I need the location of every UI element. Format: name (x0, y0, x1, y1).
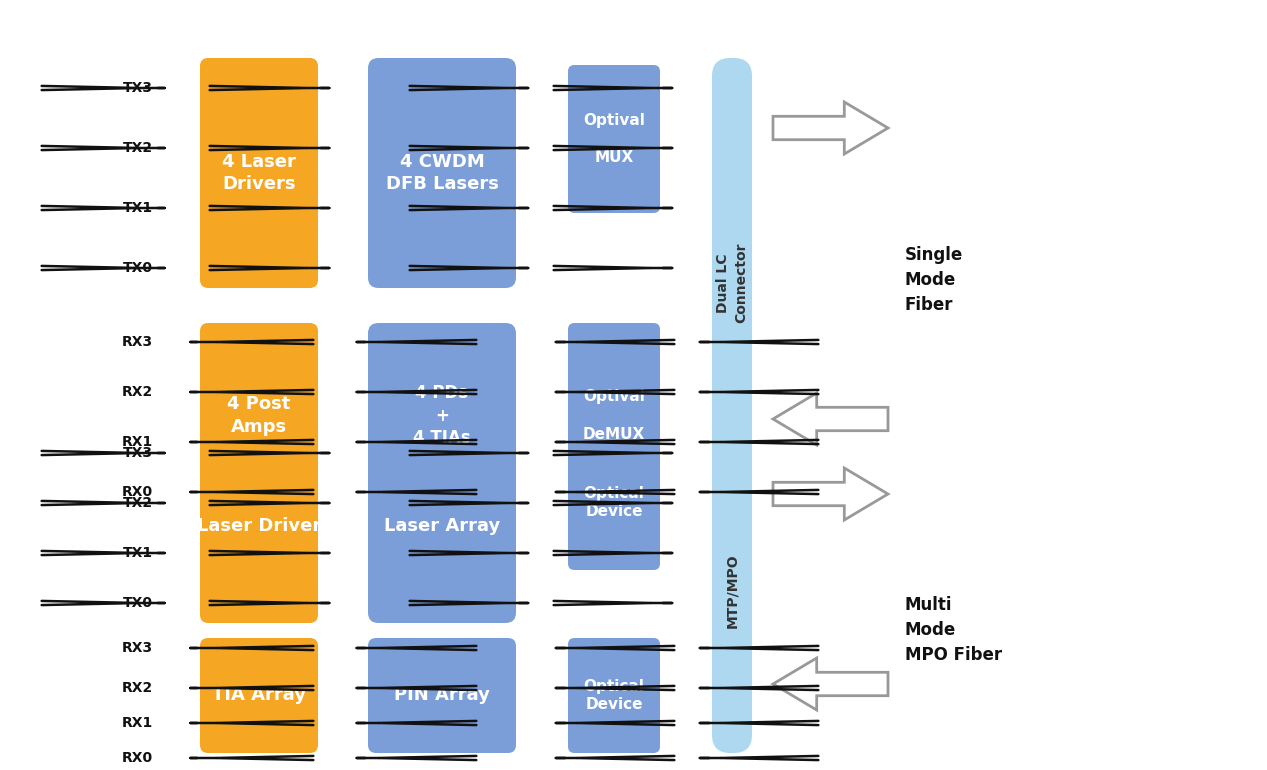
Text: TX0: TX0 (123, 261, 153, 275)
FancyBboxPatch shape (200, 323, 318, 508)
Text: TX1: TX1 (123, 546, 153, 560)
Text: Multi
Mode
MPO Fiber: Multi Mode MPO Fiber (905, 596, 1002, 664)
FancyBboxPatch shape (712, 58, 753, 508)
Text: MTP/MPO: MTP/MPO (725, 553, 739, 628)
FancyBboxPatch shape (568, 638, 660, 753)
FancyBboxPatch shape (568, 323, 660, 508)
FancyBboxPatch shape (568, 65, 660, 213)
Text: 4 CWDM
DFB Lasers: 4 CWDM DFB Lasers (385, 153, 498, 193)
Polygon shape (773, 658, 888, 710)
Text: TX2: TX2 (123, 141, 153, 155)
FancyBboxPatch shape (367, 58, 516, 288)
FancyBboxPatch shape (712, 428, 753, 753)
Text: Optival

MUX: Optival MUX (583, 113, 645, 165)
Text: Dual LC
Connector: Dual LC Connector (716, 243, 749, 323)
Text: Laser Array: Laser Array (384, 517, 500, 534)
Text: 4 PDs
+
4 TIAs: 4 PDs + 4 TIAs (413, 384, 471, 447)
Text: Laser Driver: Laser Driver (196, 517, 321, 534)
Text: Optical
Device: Optical Device (584, 678, 645, 712)
FancyBboxPatch shape (200, 428, 318, 623)
FancyBboxPatch shape (367, 638, 516, 753)
Polygon shape (773, 393, 888, 445)
Polygon shape (773, 102, 888, 154)
Text: Single
Mode
Fiber: Single Mode Fiber (905, 246, 963, 314)
Text: RX0: RX0 (122, 751, 153, 765)
Text: TX3: TX3 (123, 446, 153, 460)
Text: 4 Laser
Drivers: 4 Laser Drivers (222, 153, 296, 193)
Text: Optical
Device: Optical Device (584, 486, 645, 519)
Text: RX3: RX3 (122, 641, 153, 655)
Text: RX1: RX1 (122, 435, 153, 449)
Text: TX3: TX3 (123, 81, 153, 95)
Polygon shape (773, 468, 888, 520)
Text: TX2: TX2 (123, 496, 153, 510)
Text: TX0: TX0 (123, 596, 153, 610)
Text: TX1: TX1 (123, 201, 153, 215)
Text: RX2: RX2 (122, 385, 153, 399)
FancyBboxPatch shape (367, 428, 516, 623)
FancyBboxPatch shape (568, 435, 660, 570)
Text: RX1: RX1 (122, 716, 153, 730)
Text: PIN Array: PIN Array (394, 687, 490, 705)
FancyBboxPatch shape (367, 323, 516, 508)
Text: Optival

DeMUX: Optival DeMUX (583, 390, 645, 442)
Text: RX3: RX3 (122, 335, 153, 349)
Text: RX0: RX0 (122, 485, 153, 499)
FancyBboxPatch shape (200, 58, 318, 288)
FancyBboxPatch shape (200, 638, 318, 753)
Text: RX2: RX2 (122, 681, 153, 695)
Text: 4 Post
Amps: 4 Post Amps (227, 396, 290, 436)
Text: TIA Array: TIA Array (212, 687, 307, 705)
